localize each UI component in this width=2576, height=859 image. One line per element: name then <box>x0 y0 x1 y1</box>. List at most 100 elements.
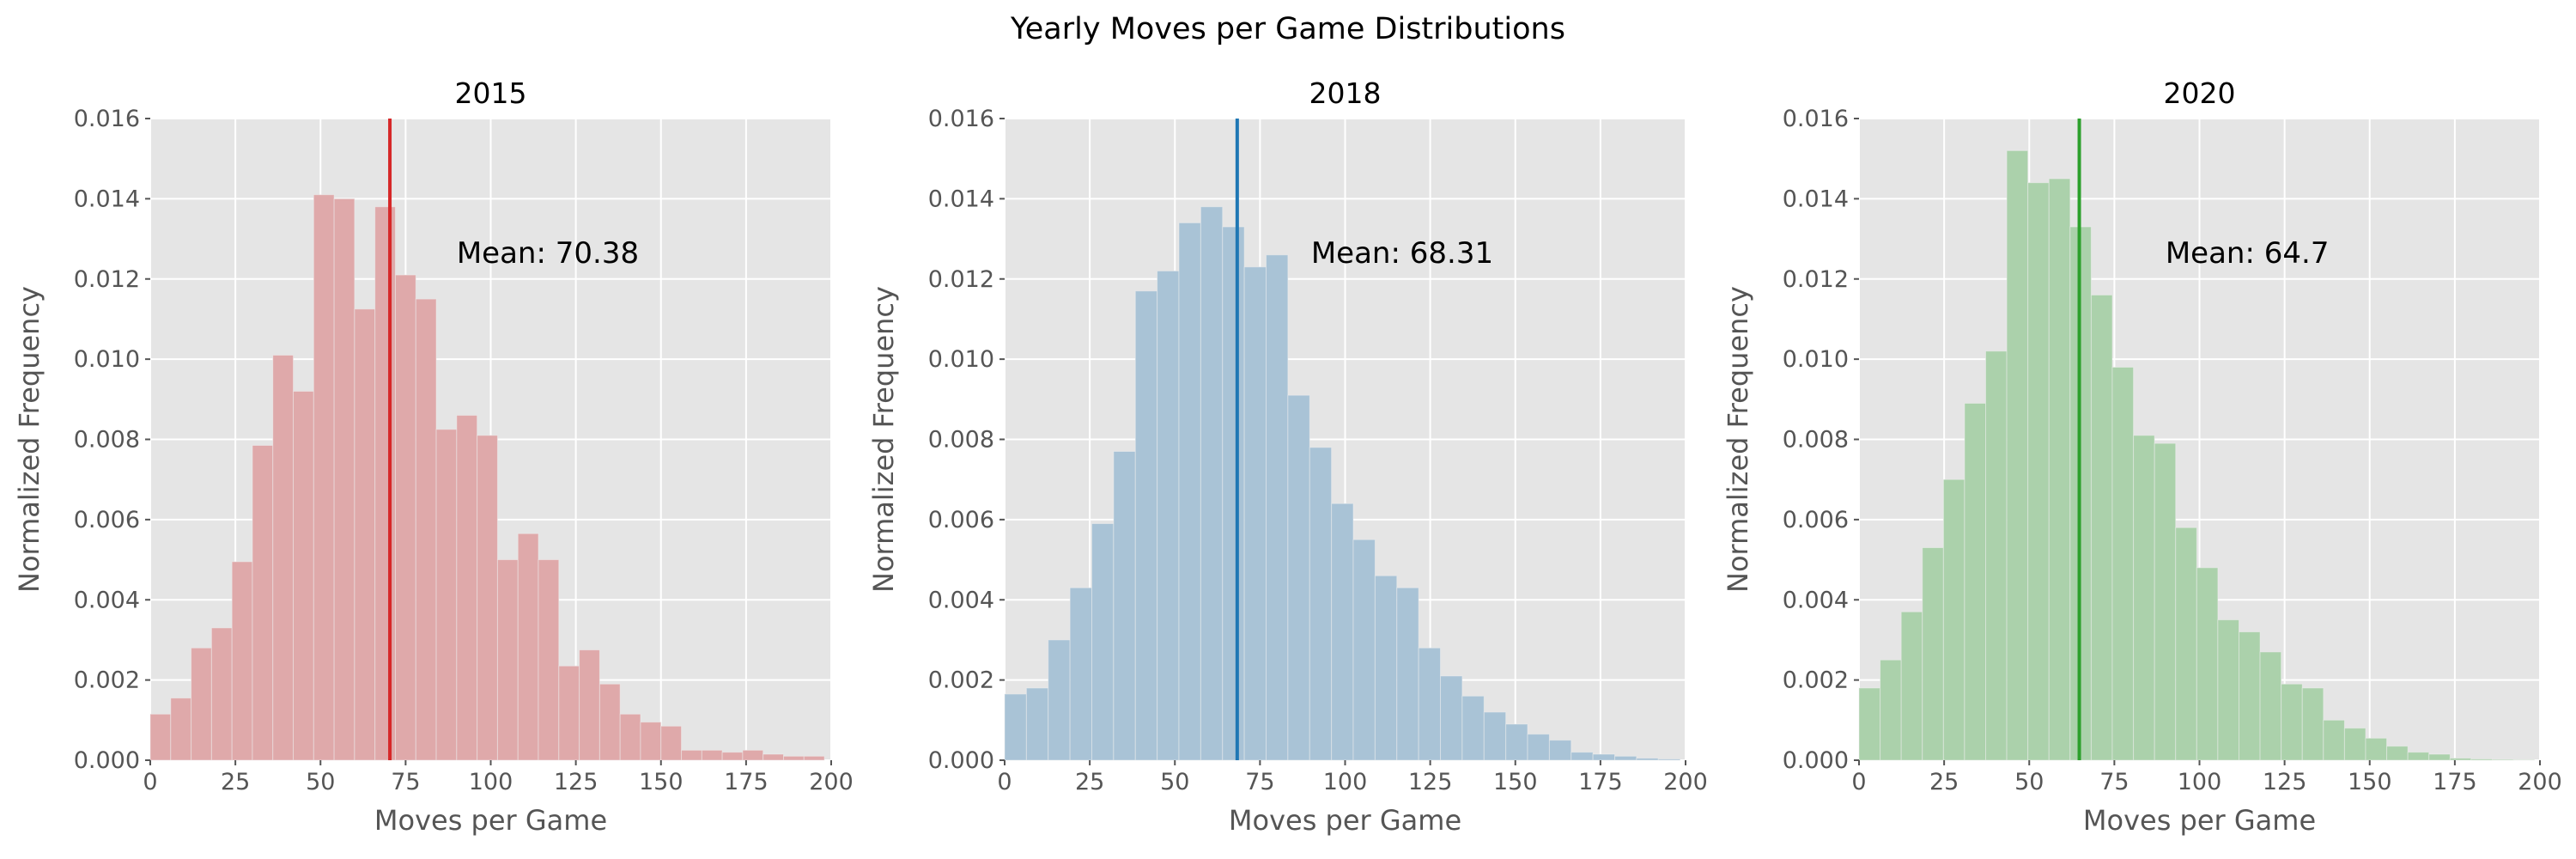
x-tick-label: 125 <box>2263 769 2307 795</box>
mean-annotation: Mean: 70.38 <box>457 236 639 271</box>
histogram-bar <box>2006 149 2029 761</box>
x-tick-label: 125 <box>554 769 598 795</box>
y-tick-label: 0.000 <box>928 747 994 774</box>
histogram-bar <box>456 414 478 761</box>
y-tick-label: 0.008 <box>74 427 140 454</box>
y-tick-label: 0.012 <box>74 266 140 293</box>
histogram-bar <box>782 755 805 761</box>
mean-annotation: Mean: 64.7 <box>2166 236 2330 271</box>
histogram-bar <box>2449 758 2472 761</box>
histogram-bar <box>2491 758 2514 761</box>
x-tick-label: 175 <box>2433 769 2477 795</box>
histogram-bar <box>640 722 662 761</box>
histogram-bar <box>1592 753 1616 761</box>
y-axis-label: Normalized Frequency <box>867 286 900 593</box>
y-tick-label: 0.006 <box>1783 507 1849 533</box>
y-tick-label: 0.016 <box>1783 106 1849 132</box>
y-tick-label: 0.000 <box>74 747 140 774</box>
histogram-bar <box>1200 206 1224 761</box>
histogram-bar <box>1900 611 1923 761</box>
histogram-bar <box>1964 402 1986 761</box>
histogram-bar <box>2027 182 2050 761</box>
histogram-bar <box>2175 527 2197 761</box>
y-tick-label: 0.006 <box>928 507 994 533</box>
histogram-bar <box>558 665 580 761</box>
x-axis-label: Moves per Game <box>374 804 607 837</box>
y-tick-label: 0.016 <box>928 106 994 132</box>
panel-title: 2015 <box>455 76 527 110</box>
y-tick-label: 0.002 <box>928 667 994 694</box>
histogram-bar <box>1309 447 1333 761</box>
x-tick-label: 125 <box>1408 769 1453 795</box>
histogram-bar <box>2407 752 2430 761</box>
histogram-bar <box>619 713 641 761</box>
histogram-bar <box>293 390 314 761</box>
histogram-bar <box>354 308 376 761</box>
histogram-bar <box>2365 737 2388 761</box>
histogram-bar <box>1287 394 1310 761</box>
x-tick-label: 75 <box>2099 769 2129 795</box>
histogram-bar <box>2048 178 2071 761</box>
histogram-bar <box>191 647 212 761</box>
panel-title: 2018 <box>1309 76 1382 110</box>
histogram-bar <box>1858 687 1881 761</box>
histogram-bar <box>1548 740 1572 761</box>
y-tick-label: 0.002 <box>74 667 140 694</box>
histogram-bar <box>272 354 295 761</box>
y-tick-label: 0.012 <box>1783 266 1849 293</box>
y-tick-label: 0.014 <box>74 186 140 212</box>
histogram-bar <box>2428 753 2451 761</box>
histogram-bar <box>721 752 744 761</box>
y-axis-label: Normalized Frequency <box>13 286 46 593</box>
histogram-bar <box>2281 683 2303 761</box>
x-tick-label: 100 <box>469 769 513 795</box>
histogram-bar <box>538 559 560 761</box>
x-tick-label: 25 <box>1929 769 1959 795</box>
histogram-bar <box>681 749 702 761</box>
figure-title: Yearly Moves per Game Distributions <box>1010 12 1565 46</box>
histogram-bar <box>2470 758 2493 761</box>
histogram-bar <box>2217 619 2239 761</box>
histogram-bar <box>477 435 498 761</box>
y-tick-label: 0.014 <box>928 186 994 212</box>
x-tick-label: 100 <box>1323 769 1368 795</box>
y-tick-label: 0.010 <box>928 346 994 373</box>
histogram-bar <box>1614 755 1637 761</box>
histogram-bar <box>1440 675 1463 761</box>
histogram-bar <box>2196 567 2219 761</box>
y-tick-label: 0.010 <box>1783 346 1849 373</box>
histogram-bar <box>1113 451 1136 761</box>
histogram-bar <box>1091 523 1115 761</box>
histogram-bar <box>1418 647 1442 761</box>
histogram-bar <box>210 627 233 761</box>
histogram-bar <box>415 298 437 761</box>
mean-annotation: Mean: 68.31 <box>1311 236 1493 271</box>
x-tick-label: 25 <box>1075 769 1104 795</box>
histogram-bar <box>1505 723 1528 761</box>
histogram-bar <box>1942 478 1965 761</box>
x-tick-label: 150 <box>639 769 683 795</box>
y-tick-label: 0.004 <box>928 587 994 613</box>
histogram-bar <box>149 713 172 761</box>
x-tick-label: 50 <box>1160 769 1189 795</box>
y-tick-label: 0.010 <box>74 346 140 373</box>
histogram-bar <box>2111 366 2135 761</box>
histogram-bar <box>1048 639 1071 761</box>
chart-panel-2015: Mean: 70.38 2015 0 25 50 75 100 125 150 175 200 0.0… <box>13 76 854 837</box>
x-tick-label: 50 <box>306 769 335 795</box>
histogram-bar <box>394 274 416 761</box>
y-axis-label: Normalized Frequency <box>1722 286 1754 593</box>
histogram-bar <box>1374 575 1398 761</box>
histogram-bar <box>1004 693 1027 761</box>
y-tick-label: 0.012 <box>928 266 994 293</box>
x-tick-label: 175 <box>1578 769 1623 795</box>
x-tick-label: 200 <box>809 769 854 795</box>
histogram-bar <box>1025 687 1049 761</box>
histogram-bar <box>803 755 825 761</box>
x-tick-label: 50 <box>2014 769 2044 795</box>
y-tick-label: 0.002 <box>1783 667 1849 694</box>
histogram-bar <box>1178 222 1201 761</box>
histogram-bar <box>2301 687 2324 761</box>
histogram-bar <box>1483 711 1507 761</box>
histogram-bar <box>435 429 458 761</box>
